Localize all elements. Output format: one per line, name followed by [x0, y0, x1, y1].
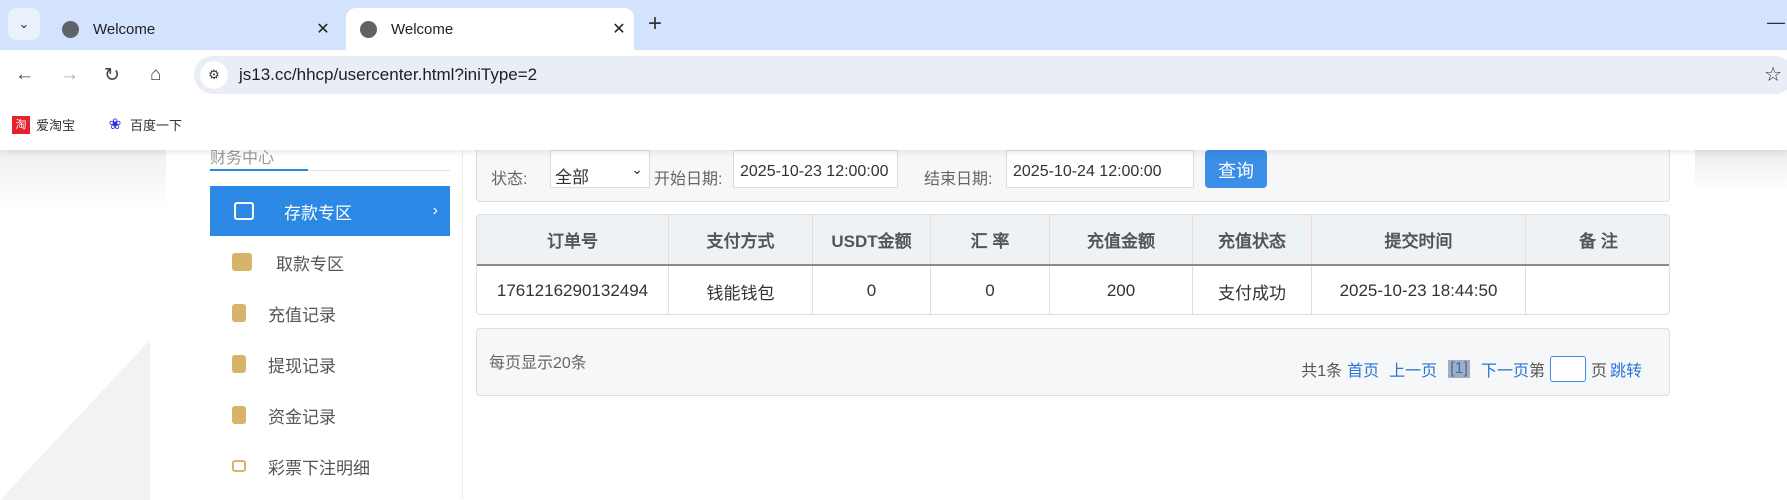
close-tab-icon[interactable]: ✕: [316, 21, 330, 38]
tab-search-button[interactable]: ⌄: [8, 8, 40, 40]
site-settings-icon[interactable]: ⚙: [200, 61, 228, 89]
cell-status: 支付成功: [1193, 266, 1312, 314]
globe-icon: [62, 20, 79, 38]
tab-2[interactable]: Welcome ✕: [346, 8, 634, 50]
page-prefix: 第: [1528, 363, 1545, 380]
chevron-right-icon: ›: [432, 202, 438, 219]
forward-icon[interactable]: →: [60, 64, 79, 85]
status-label: 状态:: [491, 171, 528, 188]
sidebar-item-fund-records[interactable]: 资金记录: [210, 390, 450, 440]
sidebar-item-withdraw-records[interactable]: 提现记录: [210, 339, 450, 389]
hand-money-icon: [232, 253, 252, 271]
header-status: 充值状态: [1193, 215, 1312, 264]
sidebar: 财务中心 存款专区 › 取款专区 充值记录 提现记录 资金记录 彩票下注明细: [166, 150, 463, 499]
sidebar-item-withdraw[interactable]: 取款专区: [210, 237, 450, 287]
list-icon: [232, 460, 246, 472]
header-amount: 充值金额: [1050, 215, 1193, 264]
next-page-link[interactable]: 下一页: [1480, 363, 1529, 380]
reload-icon[interactable]: ↻: [104, 65, 120, 86]
header-payment-method: 支付方式: [669, 215, 813, 264]
query-button[interactable]: 查询: [1205, 150, 1267, 188]
cell-payment-method: 钱能钱包: [669, 266, 813, 314]
toolbar: ← → ↻ ⌂ ⚙ js13.cc/hhcp/usercenter.html?i…: [0, 50, 1787, 100]
end-date-input[interactable]: 2025-10-24 12:00:00: [1006, 150, 1194, 188]
per-page-text: 每页显示20条: [489, 355, 587, 372]
filter-panel: 状态: 全部 ⌄ 开始日期: 2025-10-23 12:00:00 结束日期: …: [476, 140, 1670, 202]
sidebar-item-label: 资金记录: [268, 407, 336, 427]
bookmark-taobao[interactable]: 淘爱淘宝: [12, 115, 75, 134]
bookmark-label: 百度一下: [130, 118, 183, 133]
header-order-no: 订单号: [477, 215, 669, 264]
address-bar[interactable]: ⚙ js13.cc/hhcp/usercenter.html?iniType=2…: [194, 56, 1787, 94]
sidebar-divider: [210, 169, 450, 171]
sidebar-item-label: 充值记录: [268, 305, 336, 325]
total-count: 共1条: [1301, 363, 1343, 380]
bookmark-baidu[interactable]: ❀ 百度一下: [106, 115, 182, 134]
prev-page-link[interactable]: 上一页: [1389, 363, 1438, 380]
sidebar-item-deposit[interactable]: 存款专区 ›: [210, 186, 450, 236]
start-date-input[interactable]: 2025-10-23 12:00:00: [733, 150, 898, 188]
sidebar-item-label: 提现记录: [268, 356, 336, 376]
globe-icon: [360, 20, 377, 38]
chevron-down-icon: ⌄: [631, 161, 643, 177]
first-page-link[interactable]: 首页: [1347, 363, 1380, 380]
start-date-label: 开始日期:: [654, 171, 723, 188]
home-icon[interactable]: ⌂: [150, 64, 162, 85]
current-page[interactable]: [1]: [1448, 360, 1470, 378]
sidebar-item-label: 彩票下注明细: [268, 458, 370, 478]
sidebar-item-recharge-records[interactable]: 充值记录: [210, 288, 450, 338]
cell-amount: 200: [1050, 266, 1193, 314]
close-tab-icon[interactable]: ✕: [612, 21, 626, 38]
minimize-button[interactable]: —: [1767, 12, 1785, 32]
money-bag-icon: [232, 304, 246, 322]
pagination: 共1条 首页 上一页 [1] 下一页 第 页 跳转: [1301, 356, 1647, 382]
card-icon: [234, 202, 254, 220]
new-tab-button[interactable]: +: [648, 10, 663, 37]
cell-usdt-amount: 0: [813, 266, 931, 314]
back-icon[interactable]: ←: [15, 64, 34, 85]
cell-time: 2025-10-23 18:44:50: [1312, 266, 1526, 314]
fund-icon: [232, 406, 246, 424]
cell-order-no: 1761216290132494: [477, 266, 669, 314]
tab-1[interactable]: Welcome ✕: [48, 8, 338, 50]
page-number-input[interactable]: [1549, 356, 1586, 382]
status-select[interactable]: 全部 ⌄: [550, 150, 650, 188]
cell-remark: [1526, 266, 1669, 314]
page-suffix: 页: [1590, 363, 1607, 380]
tab-title: Welcome: [93, 20, 156, 38]
bookmarks-bar: 淘爱淘宝 ❀ 百度一下: [0, 100, 1787, 150]
tab-bar: ⌄ Welcome ✕ Welcome ✕ + —: [0, 0, 1787, 50]
header-usdt-amount: USDT金额: [813, 215, 931, 264]
header-rate: 汇 率: [931, 215, 1050, 264]
bookmark-label: 爱淘宝: [36, 118, 76, 133]
wallet-icon: [232, 355, 246, 373]
background-right: [1695, 150, 1787, 499]
sidebar-item-label: 取款专区: [276, 254, 344, 274]
url-text[interactable]: js13.cc/hhcp/usercenter.html?iniType=2: [239, 65, 538, 84]
table-header: 订单号 支付方式 USDT金额 汇 率 充值金额 充值状态 提交时间 备 注: [477, 215, 1669, 266]
sidebar-title: 财务中心: [210, 150, 275, 167]
background-triangle: [0, 340, 150, 500]
header-time: 提交时间: [1312, 215, 1526, 264]
records-table: 订单号 支付方式 USDT金额 汇 率 充值金额 充值状态 提交时间 备 注 1…: [476, 214, 1670, 315]
header-remark: 备 注: [1579, 232, 1618, 251]
sidebar-item-lottery-bets[interactable]: 彩票下注明细: [210, 441, 450, 491]
end-date-label: 结束日期:: [924, 171, 993, 188]
sidebar-item-label: 存款专区: [284, 203, 352, 223]
tab-title: Welcome: [391, 20, 454, 38]
taobao-icon: 淘: [12, 115, 30, 134]
bookmark-star-icon[interactable]: ☆: [1764, 64, 1782, 86]
jump-link[interactable]: 跳转: [1609, 363, 1642, 380]
pagination-panel: 每页显示20条 共1条 首页 上一页 [1] 下一页 第 页 跳转: [476, 328, 1670, 396]
baidu-paw-icon: ❀: [108, 115, 122, 133]
cell-rate: 0: [931, 266, 1050, 314]
table-row: 1761216290132494 钱能钱包 0 0 200 支付成功 2025-…: [477, 266, 1669, 314]
status-value: 全部: [555, 168, 589, 187]
